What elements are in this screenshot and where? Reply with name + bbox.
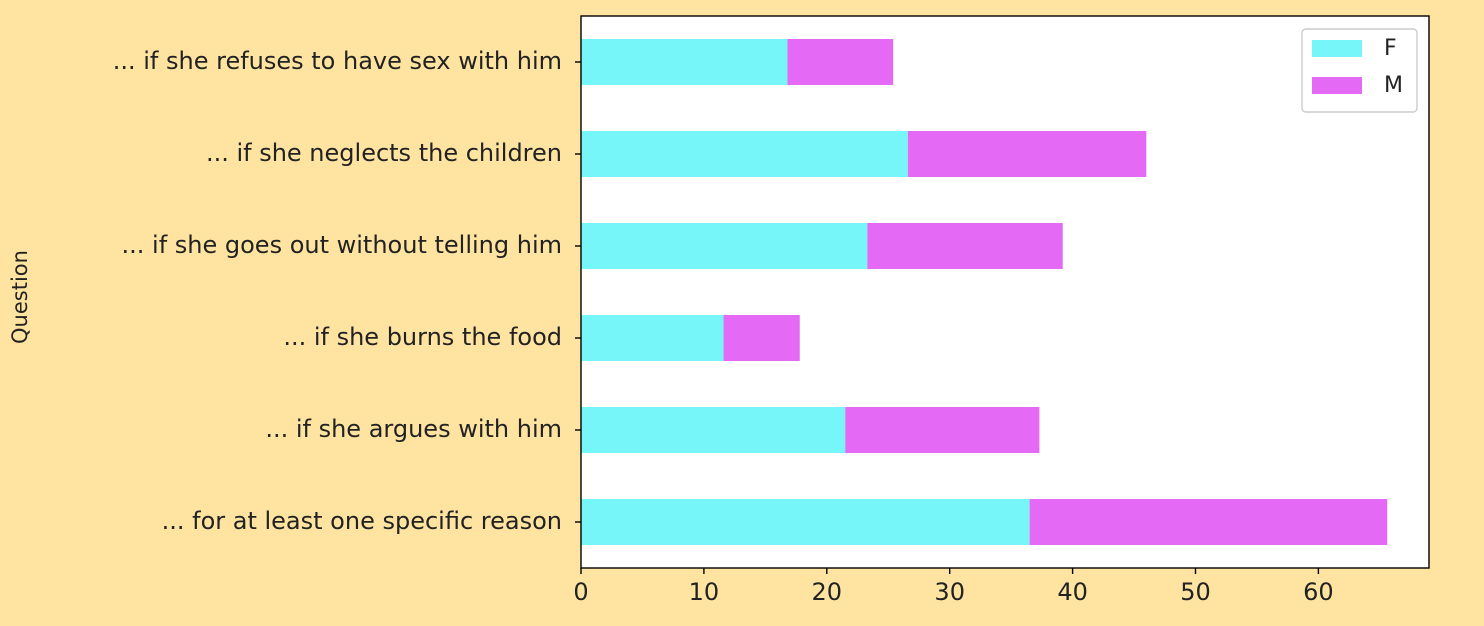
y-tick-label: ... if she refuses to have sex with him bbox=[113, 47, 562, 75]
legend: FM bbox=[1301, 28, 1418, 113]
y-tick-label: ... if she argues with him bbox=[265, 415, 562, 443]
bar-F-4 bbox=[581, 407, 846, 453]
x-tick-label: 10 bbox=[689, 578, 720, 606]
bar-F-1 bbox=[581, 131, 908, 177]
y-axis-label: Question bbox=[8, 250, 32, 344]
x-tick-label: 0 bbox=[573, 578, 588, 606]
bar-M-1 bbox=[907, 131, 1147, 177]
bar-M-0 bbox=[787, 39, 894, 85]
bar-F-3 bbox=[581, 315, 724, 361]
x-tick-label: 50 bbox=[1180, 578, 1211, 606]
bar-M-4 bbox=[845, 407, 1040, 453]
plot-frame bbox=[580, 15, 1430, 569]
bar-M-3 bbox=[723, 315, 800, 361]
x-tick-label: 30 bbox=[934, 578, 965, 606]
y-tick-label: ... if she neglects the children bbox=[206, 139, 562, 167]
y-tick-label: ... if she goes out without telling him bbox=[122, 231, 562, 259]
bar-F-2 bbox=[581, 223, 868, 269]
legend-label-M: M bbox=[1384, 73, 1403, 98]
bar-F-0 bbox=[581, 39, 788, 85]
bar-M-5 bbox=[1029, 499, 1388, 545]
legend-swatch-F bbox=[1312, 40, 1362, 57]
y-tick-label: ... for at least one specific reason bbox=[162, 507, 562, 535]
legend-swatch-M bbox=[1312, 77, 1362, 94]
y-axis-ticks: ... if she refuses to have sex with him.… bbox=[113, 47, 581, 535]
x-tick-label: 40 bbox=[1057, 578, 1088, 606]
y-tick-label: ... if she burns the food bbox=[283, 323, 562, 351]
x-axis-ticks: 0 10 20 30 40 50 60 bbox=[573, 568, 1334, 606]
bar-F-5 bbox=[581, 499, 1030, 545]
x-tick-label: 20 bbox=[812, 578, 843, 606]
x-tick-label: 60 bbox=[1303, 578, 1334, 606]
bars-layer bbox=[581, 39, 1388, 545]
plot-area bbox=[581, 16, 1429, 568]
legend-label-F: F bbox=[1384, 36, 1397, 61]
bar-M-2 bbox=[867, 223, 1063, 269]
